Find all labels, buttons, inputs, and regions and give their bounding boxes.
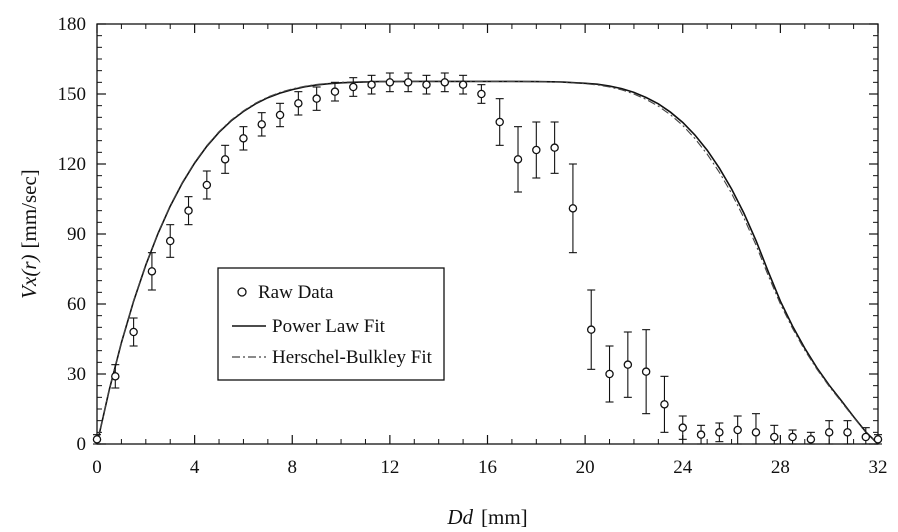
raw-data-point	[586, 325, 596, 334]
x-tick-label: 8	[288, 457, 298, 478]
legend-label-power-law: Power Law Fit	[272, 316, 386, 337]
raw-data-point	[184, 206, 193, 215]
raw-data-point	[678, 423, 688, 432]
x-tick-label: 16	[478, 457, 497, 478]
raw-data-point	[257, 120, 266, 129]
raw-data-point	[92, 435, 102, 444]
raw-data-point	[751, 428, 761, 437]
x-tick-label: 0	[92, 457, 102, 478]
raw-data-point	[550, 143, 559, 152]
raw-data-points	[92, 72, 883, 445]
raw-data-point	[660, 400, 669, 409]
raw-data-point	[367, 80, 376, 89]
legend-label-herschel-bulkley: Herschel-Bulkley Fit	[272, 347, 433, 368]
y-tick-label: 60	[67, 294, 86, 315]
raw-data-point	[788, 432, 797, 442]
plot-frame	[96, 23, 879, 445]
x-tick-label: 28	[771, 457, 790, 478]
x-tick-label: 24	[673, 457, 693, 478]
x-axis-variable: Dd	[446, 505, 473, 529]
x-tick-label: 4	[190, 457, 200, 478]
raw-data-point	[349, 82, 358, 92]
raw-data-point	[824, 428, 834, 437]
fit-lines	[96, 80, 879, 445]
raw-data-point	[129, 327, 138, 337]
raw-data-point	[696, 430, 706, 439]
raw-data-point	[568, 204, 578, 213]
raw-data-point	[220, 155, 230, 164]
raw-data-point	[623, 360, 633, 369]
raw-data-point	[275, 110, 285, 120]
y-axis-variable: Vx(r)	[17, 254, 41, 298]
herschel-bulkley-fit-line	[96, 80, 879, 445]
raw-data-point	[147, 267, 157, 276]
raw-data-point	[873, 435, 883, 444]
legend: Raw Data Power Law Fit Herschel-Bulkley …	[217, 267, 445, 381]
legend-label-raw-data: Raw Data	[258, 282, 334, 303]
y-tick-label: 90	[67, 224, 86, 245]
y-axis-unit: [mm/sec]	[17, 169, 41, 248]
raw-data-point	[532, 145, 541, 155]
raw-data-point	[458, 80, 468, 89]
x-axis-unit: [mm]	[481, 505, 528, 529]
y-axis-title: Vx(r) [mm/sec]	[17, 169, 41, 299]
raw-data-point	[202, 180, 212, 190]
raw-data-point	[715, 428, 724, 437]
axis-ticks	[96, 23, 879, 445]
y-tick-label: 150	[58, 84, 87, 105]
raw-data-point	[422, 80, 431, 89]
raw-data-point	[440, 78, 450, 87]
raw-data-point	[330, 87, 340, 96]
tick-labels: 0 4 8 12 16 20 24 28 32 0 30 60 90 120 150 180	[58, 14, 888, 478]
y-tick-label: 0	[77, 434, 87, 455]
raw-data-point	[165, 236, 175, 246]
raw-data-point	[111, 372, 120, 381]
y-tick-label: 120	[58, 154, 87, 175]
raw-data-point	[861, 432, 871, 442]
legend-marker-raw-data	[237, 287, 247, 297]
y-tick-label: 30	[67, 364, 86, 385]
raw-data-point	[641, 367, 651, 376]
raw-data-point	[312, 94, 321, 103]
raw-data-point	[403, 78, 413, 87]
power-law-fit-line	[96, 80, 879, 445]
raw-data-point	[605, 369, 614, 379]
x-tick-label: 20	[576, 457, 595, 478]
raw-data-point	[806, 435, 816, 444]
raw-data-point	[513, 155, 523, 164]
legend-box	[217, 267, 445, 381]
raw-data-point	[770, 432, 779, 442]
raw-data-point	[239, 134, 248, 143]
x-axis-title: Dd [mm]	[446, 505, 527, 529]
raw-data-point	[294, 99, 303, 108]
raw-data-point	[385, 78, 395, 87]
raw-data-point	[733, 425, 742, 435]
raw-data-point	[843, 428, 852, 437]
x-tick-label: 32	[869, 457, 888, 478]
x-tick-label: 12	[380, 457, 399, 478]
raw-data-point	[495, 117, 504, 127]
raw-data-point	[477, 89, 486, 99]
y-tick-label: 180	[58, 14, 87, 35]
